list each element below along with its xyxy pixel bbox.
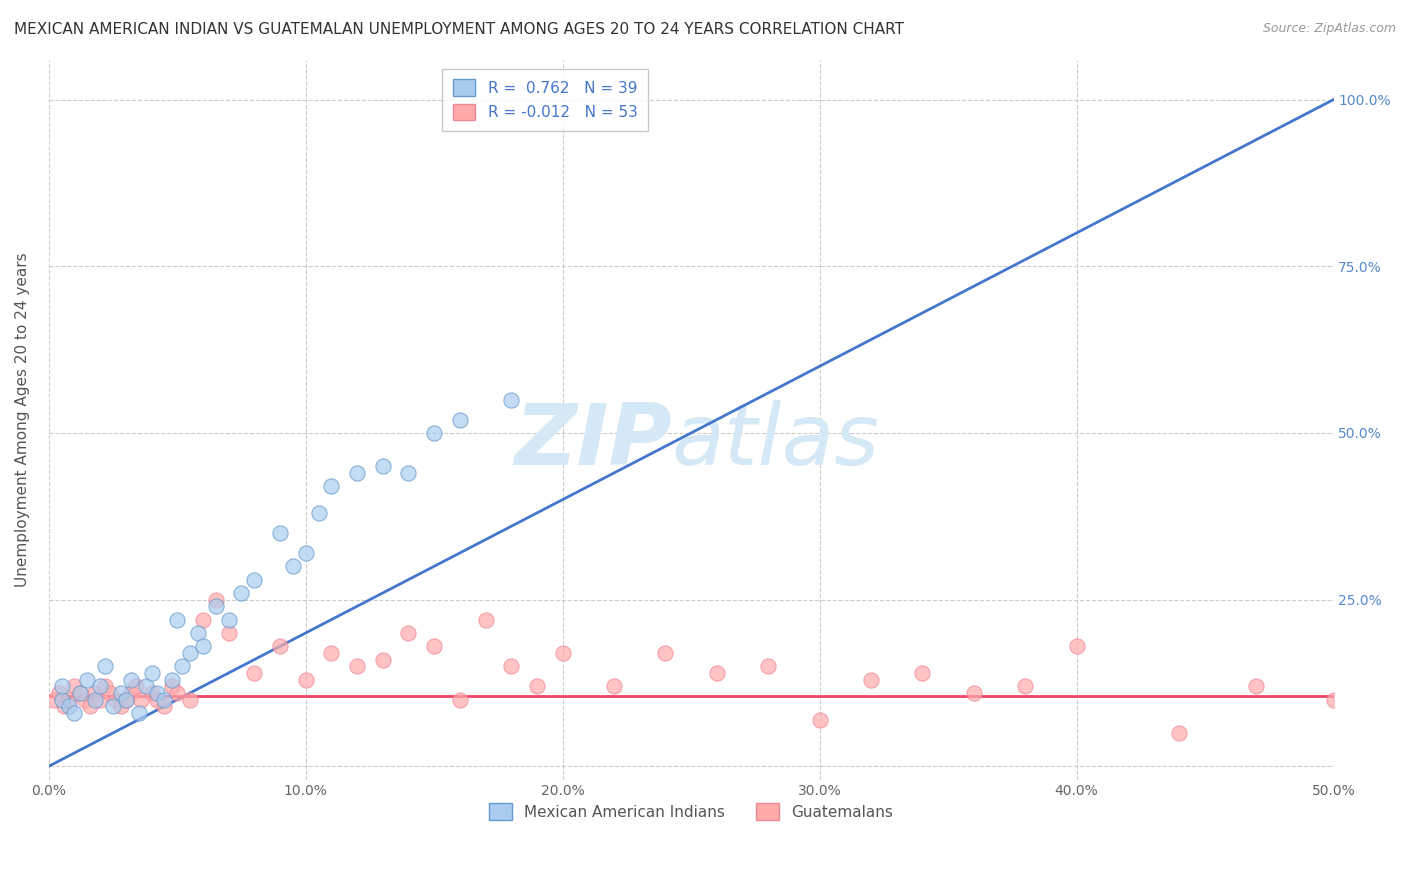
Point	[160, 679, 183, 693]
Point	[101, 699, 124, 714]
Point	[141, 686, 163, 700]
Point	[58, 699, 80, 714]
Point	[243, 665, 266, 680]
Point	[100, 686, 122, 700]
Point	[269, 640, 291, 654]
Point	[911, 665, 934, 680]
Text: atlas: atlas	[672, 400, 880, 483]
Point	[179, 692, 201, 706]
Point	[1322, 692, 1344, 706]
Point	[654, 646, 676, 660]
Point	[191, 640, 214, 654]
Y-axis label: Unemployment Among Ages 20 to 24 years: Unemployment Among Ages 20 to 24 years	[15, 252, 30, 587]
Point	[371, 652, 394, 666]
Point	[42, 692, 65, 706]
Point	[135, 679, 157, 693]
Point	[294, 546, 316, 560]
Point	[120, 673, 142, 687]
Point	[58, 692, 80, 706]
Point	[51, 679, 73, 693]
Point	[110, 699, 132, 714]
Point	[308, 506, 330, 520]
Point	[51, 692, 73, 706]
Point	[76, 673, 98, 687]
Point	[1168, 726, 1191, 740]
Point	[398, 626, 420, 640]
Point	[63, 706, 86, 720]
Point	[128, 706, 150, 720]
Point	[53, 699, 76, 714]
Point	[269, 525, 291, 540]
Point	[125, 679, 148, 693]
Point	[551, 646, 574, 660]
Point	[808, 713, 831, 727]
Point	[89, 679, 111, 693]
Point	[104, 692, 127, 706]
Point	[179, 646, 201, 660]
Point	[1066, 640, 1088, 654]
Point	[423, 640, 446, 654]
Point	[371, 459, 394, 474]
Point	[69, 686, 91, 700]
Point	[187, 626, 209, 640]
Point	[1246, 679, 1268, 693]
Point	[145, 692, 167, 706]
Point	[398, 466, 420, 480]
Point	[501, 659, 523, 673]
Point	[423, 425, 446, 440]
Point	[172, 659, 194, 673]
Point	[346, 659, 368, 673]
Point	[89, 692, 111, 706]
Point	[756, 659, 779, 673]
Point	[859, 673, 882, 687]
Point	[63, 679, 86, 693]
Point	[48, 686, 70, 700]
Point	[94, 659, 117, 673]
Point	[204, 599, 226, 614]
Point	[120, 686, 142, 700]
Point	[218, 626, 240, 640]
Point	[153, 699, 176, 714]
Point	[79, 699, 101, 714]
Point	[321, 479, 343, 493]
Point	[166, 613, 188, 627]
Point	[153, 692, 176, 706]
Point	[603, 679, 626, 693]
Point	[69, 686, 91, 700]
Point	[231, 586, 253, 600]
Text: Source: ZipAtlas.com: Source: ZipAtlas.com	[1263, 22, 1396, 36]
Point	[449, 692, 471, 706]
Point	[191, 613, 214, 627]
Text: MEXICAN AMERICAN INDIAN VS GUATEMALAN UNEMPLOYMENT AMONG AGES 20 TO 24 YEARS COR: MEXICAN AMERICAN INDIAN VS GUATEMALAN UN…	[14, 22, 904, 37]
Point	[706, 665, 728, 680]
Point	[474, 613, 496, 627]
Point	[110, 686, 132, 700]
Point	[281, 559, 304, 574]
Point	[114, 692, 136, 706]
Point	[129, 692, 152, 706]
Legend: Mexican American Indians, Guatemalans: Mexican American Indians, Guatemalans	[484, 797, 898, 826]
Point	[84, 686, 107, 700]
Point	[94, 679, 117, 693]
Point	[346, 466, 368, 480]
Point	[73, 692, 96, 706]
Point	[501, 392, 523, 407]
Point	[204, 592, 226, 607]
Point	[166, 686, 188, 700]
Point	[963, 686, 986, 700]
Point	[145, 686, 167, 700]
Point	[321, 646, 343, 660]
Point	[141, 665, 163, 680]
Point	[218, 613, 240, 627]
Point	[114, 692, 136, 706]
Point	[243, 573, 266, 587]
Text: ZIP: ZIP	[515, 400, 672, 483]
Point	[294, 673, 316, 687]
Point	[526, 679, 548, 693]
Point	[84, 692, 107, 706]
Point	[160, 673, 183, 687]
Point	[449, 412, 471, 426]
Point	[1014, 679, 1036, 693]
